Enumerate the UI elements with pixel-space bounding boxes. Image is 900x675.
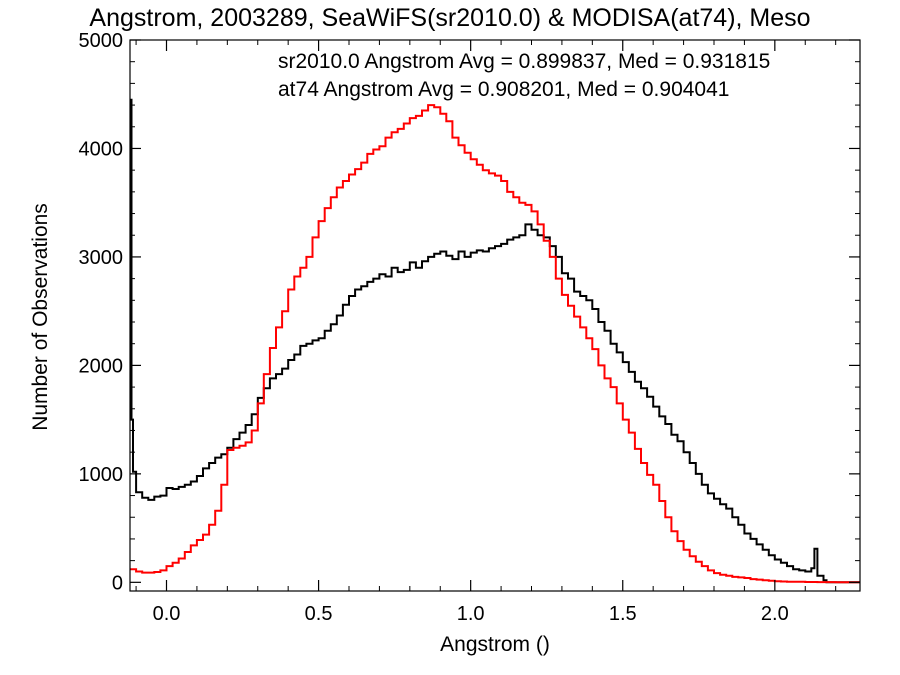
y-tick-label: 3000	[79, 247, 124, 269]
x-tick-label: 2.0	[761, 603, 789, 625]
y-axis-label: Number of Observations	[29, 203, 52, 431]
x-tick-label: 1.0	[457, 603, 485, 625]
x-tick-label: 0.0	[153, 603, 181, 625]
x-tick-label: 0.5	[305, 603, 333, 625]
series-line-2	[130, 104, 860, 584]
axes-group: 0 1000 2000 3000 4000 5000 0.0 0.5 1.0 1.5 2.0	[79, 30, 861, 625]
y-tick-label: 2000	[79, 355, 124, 377]
series-line-1	[130, 98, 860, 584]
y-tick-label: 1000	[79, 464, 124, 486]
y-tick-label: 5000	[79, 30, 124, 52]
x-axis-label: Angstrom ()	[440, 633, 550, 656]
y-tick-label: 0	[112, 572, 123, 594]
plot-frame	[129, 39, 861, 592]
legend-entry-series-2: at74 Angstrom Avg = 0.908201, Med = 0.90…	[278, 78, 729, 101]
x-tick-label: 1.5	[609, 603, 637, 625]
y-tick-label: 4000	[79, 138, 124, 160]
legend-entry-series-1: sr2010.0 Angstrom Avg = 0.899837, Med = …	[278, 50, 770, 73]
plot-series-group	[130, 98, 860, 584]
chart-title: Angstrom, 2003289, SeaWiFS(sr2010.0) & M…	[89, 4, 810, 32]
